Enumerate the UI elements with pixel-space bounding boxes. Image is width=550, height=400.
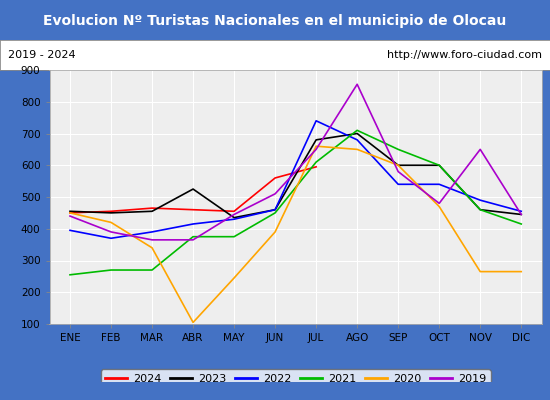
Text: 2019 - 2024: 2019 - 2024 (8, 50, 76, 60)
Legend: 2024, 2023, 2022, 2021, 2020, 2019: 2024, 2023, 2022, 2021, 2020, 2019 (101, 369, 491, 388)
Text: http://www.foro-ciudad.com: http://www.foro-ciudad.com (387, 50, 542, 60)
Text: Evolucion Nº Turistas Nacionales en el municipio de Olocau: Evolucion Nº Turistas Nacionales en el m… (43, 14, 507, 28)
